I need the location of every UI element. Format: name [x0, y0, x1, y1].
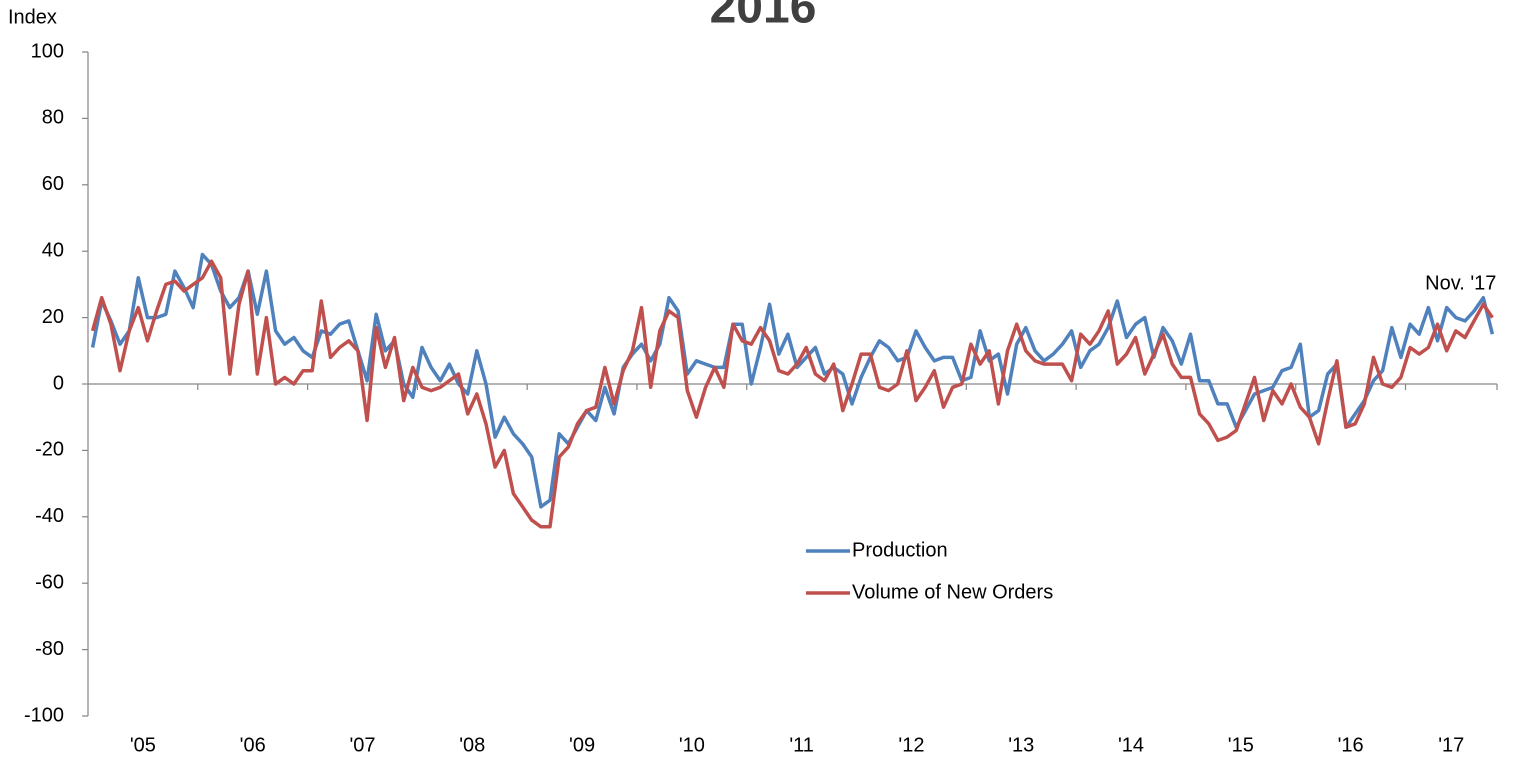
x-tick-label: '15 [1228, 734, 1254, 756]
x-tick-label: '12 [898, 734, 924, 756]
y-tick-label: -40 [35, 505, 64, 527]
y-axis-label: Index [8, 6, 57, 28]
x-tick-label: '17 [1438, 734, 1464, 756]
legend-label: Volume of New Orders [852, 581, 1053, 603]
series-line [90, 259, 1494, 529]
y-tick-label: 80 [42, 107, 64, 129]
y-tick-label: 100 [31, 40, 64, 62]
y-tick-label: 60 [42, 173, 64, 195]
chart-title: 2016 [710, 0, 817, 34]
x-tick-label: '14 [1118, 734, 1144, 756]
x-tick-label: '07 [349, 734, 375, 756]
x-tick-label: '11 [789, 734, 814, 756]
annotation: Nov. '17 [1425, 272, 1496, 294]
x-tick-label: '06 [240, 734, 266, 756]
x-tick-label: '05 [130, 734, 156, 756]
y-tick-label: -60 [35, 571, 64, 593]
x-tick-label: '09 [569, 734, 595, 756]
x-tick-label: '08 [459, 734, 485, 756]
y-tick-label: 0 [53, 372, 64, 394]
x-tick-label: '10 [679, 734, 705, 756]
y-tick-label: -100 [24, 704, 64, 726]
y-tick-label: -80 [35, 638, 64, 660]
y-tick-label: 40 [42, 239, 64, 261]
y-tick-label: -20 [35, 439, 64, 461]
legend-label: Production [852, 539, 948, 561]
x-tick-label: '13 [1008, 734, 1034, 756]
y-tick-label: 20 [42, 306, 64, 328]
series-line [90, 252, 1495, 509]
x-tick-label: '16 [1338, 734, 1364, 756]
